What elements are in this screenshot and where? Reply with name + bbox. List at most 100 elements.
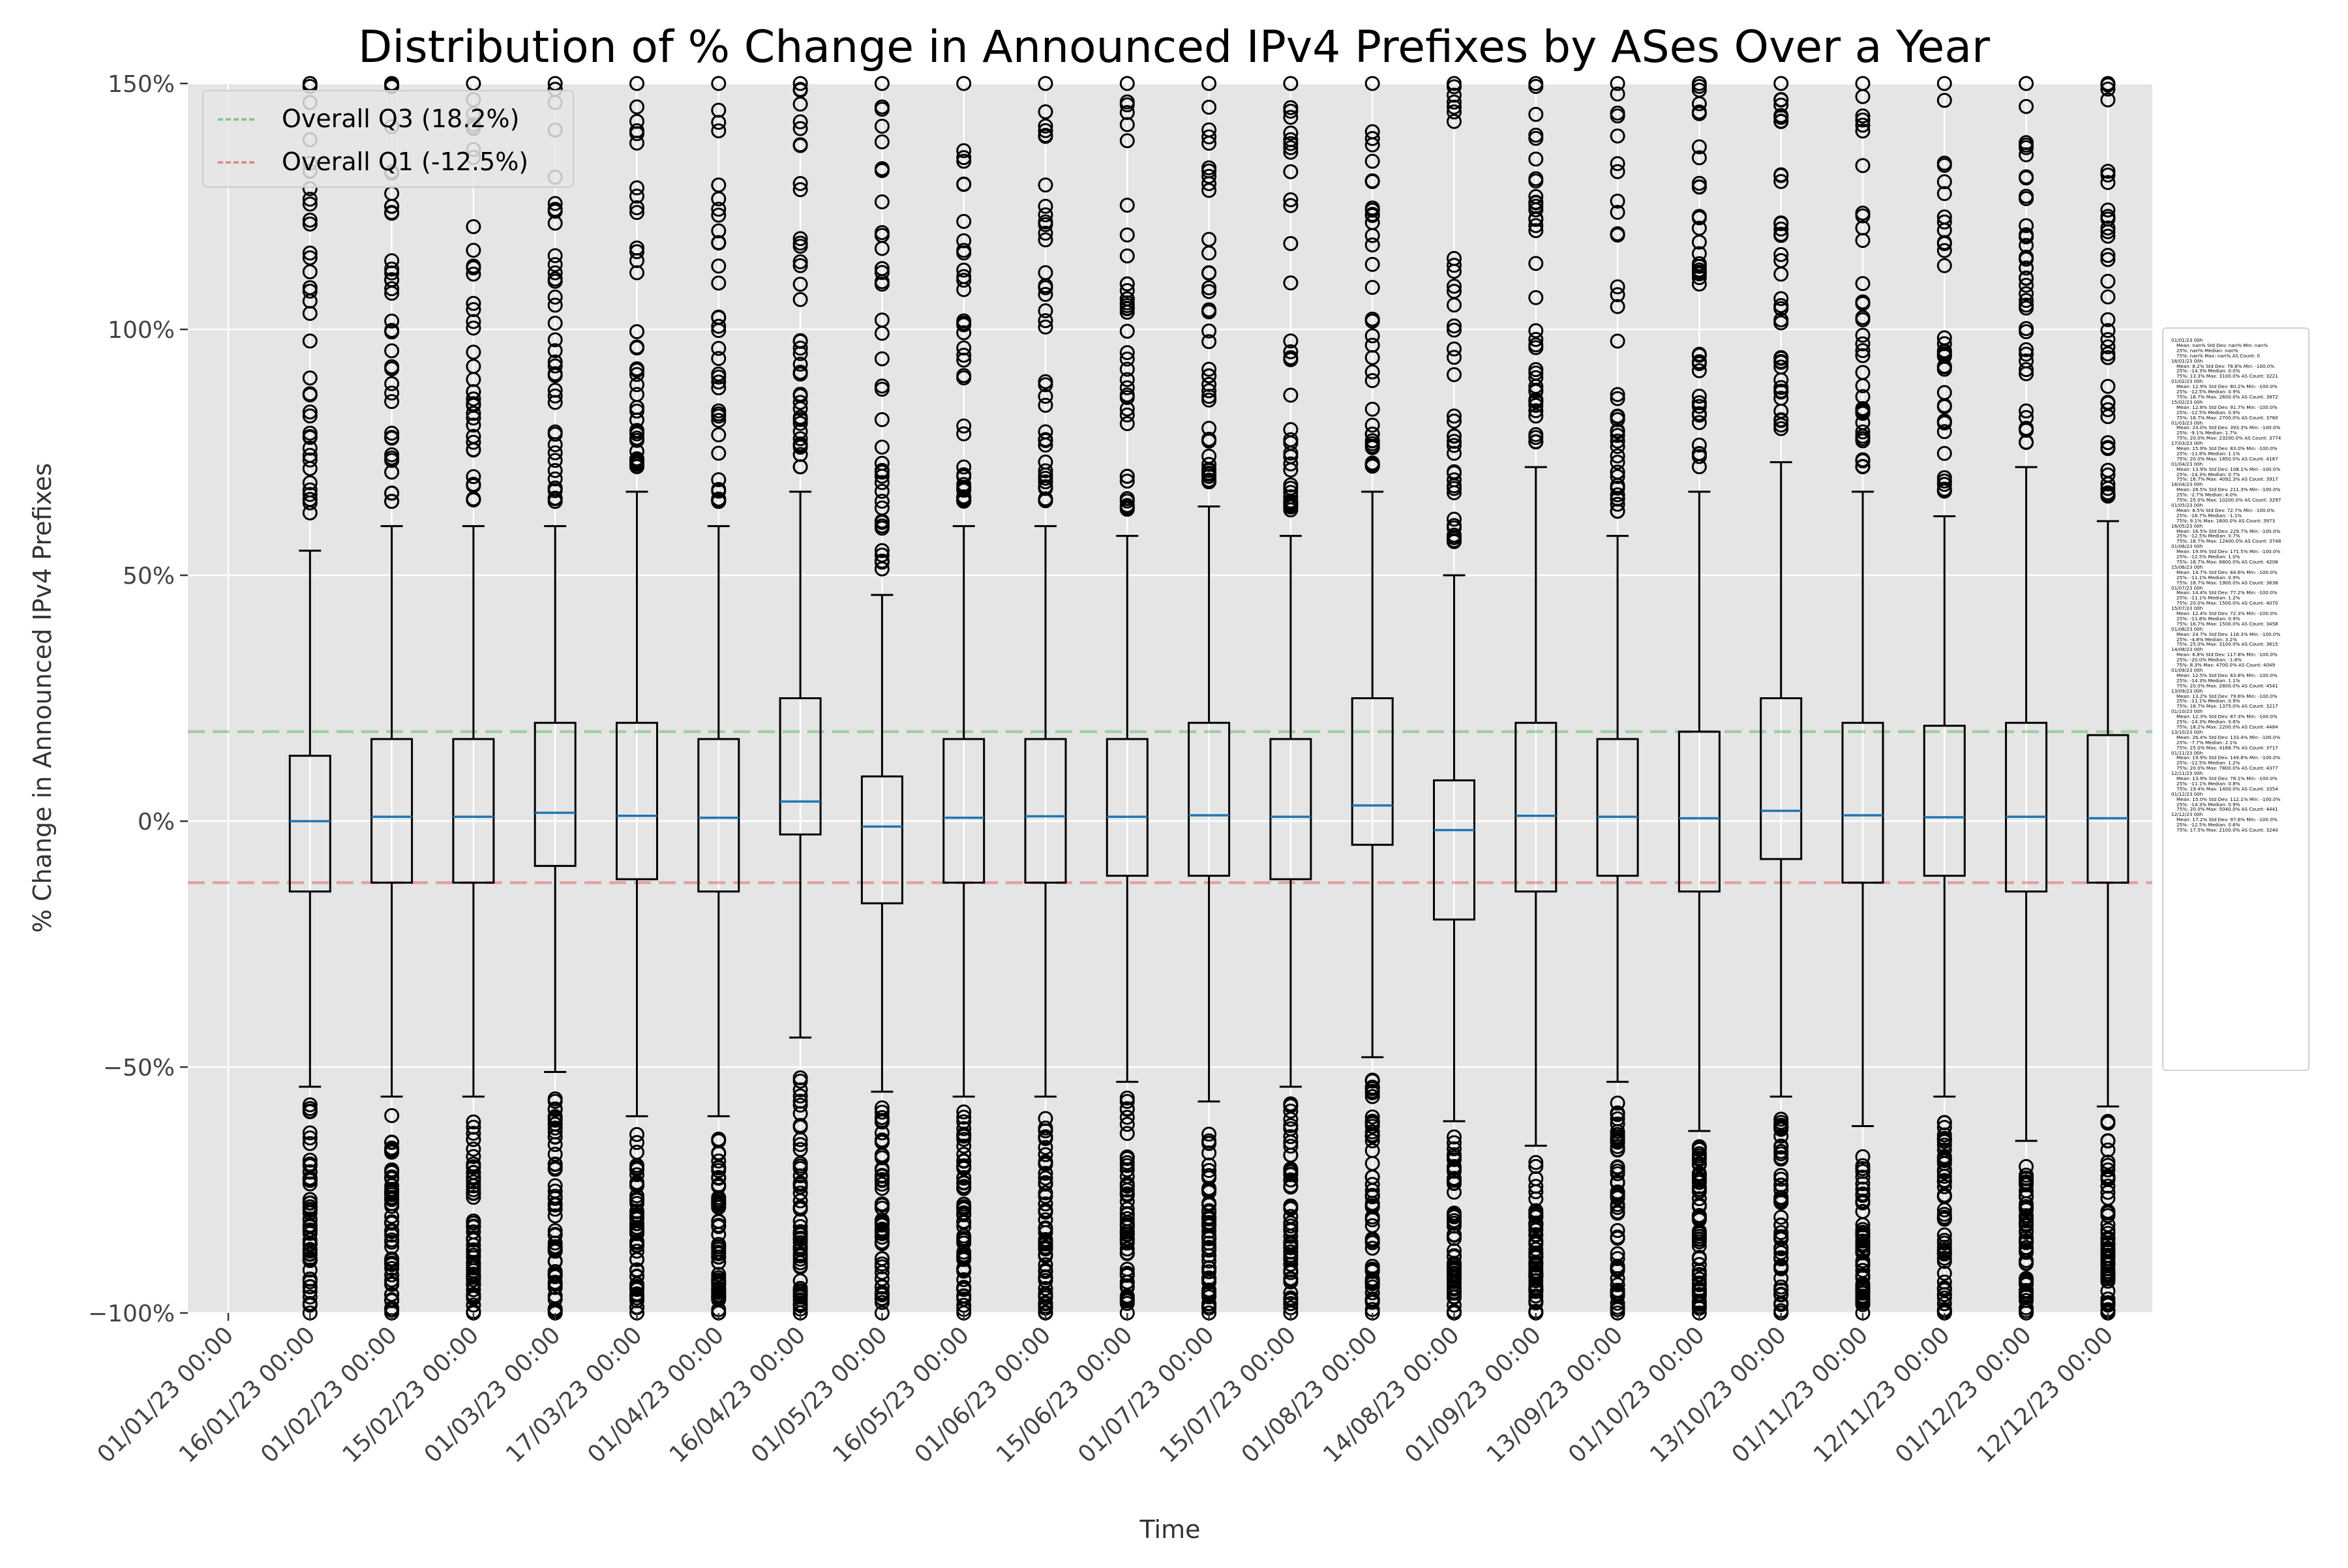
outlier-6-35 xyxy=(711,310,727,325)
stats-line-14-2: 75%: 25.0% Max: 3100.0% AS Count: 3615 xyxy=(2176,641,2278,648)
outlier-6-15 xyxy=(711,202,727,217)
outlier-23-11 xyxy=(2100,167,2116,183)
stats-line-6-2: 75%: 16.7% Max: 4092.3% AS Count: 3917 xyxy=(2176,476,2278,483)
outlier-20-21 xyxy=(1855,117,1871,133)
stats-line-16-0: Mean: 12.5% Std Dev: 83.8% Min: -100.0% xyxy=(2176,672,2278,678)
x-tick-label-19: 13/10/23 00:00 xyxy=(1645,1321,1792,1468)
outlier-1-68 xyxy=(302,1156,318,1172)
outlier-5-78 xyxy=(629,1145,644,1160)
outlier-19-93 xyxy=(1773,1279,1789,1295)
outlier-5-32 xyxy=(629,123,644,138)
outlier-2-74 xyxy=(384,1256,400,1271)
outlier-8-37 xyxy=(874,225,890,241)
outliers-16 xyxy=(1528,76,1544,1321)
outlier-11-86 xyxy=(1119,1186,1135,1201)
outlier-16-26 xyxy=(1528,218,1544,234)
y-tick-label-0: −100% xyxy=(88,1301,175,1327)
outlier-8-5 xyxy=(874,194,890,210)
outlier-20-37 xyxy=(1855,459,1871,474)
outlier-18-19 xyxy=(1691,276,1707,292)
outlier-15-68 xyxy=(1447,1129,1462,1145)
outlier-19-38 xyxy=(1773,76,1789,91)
stats-line-23-0: Mean: 17.2% Std Dev: 97.6% Min: -100.0% xyxy=(2176,817,2278,823)
outlier-15-32 xyxy=(1447,428,1462,444)
stats-line-19-2: 75%: 25.0% Max: 4166.7% AS Count: 3717 xyxy=(2176,744,2278,751)
outlier-3-33 xyxy=(466,406,481,421)
outlier-16-14 xyxy=(1528,408,1544,424)
stats-line-11-0: Mean: 14.7% Std Dev: 84.6% Min: -100.0% xyxy=(2176,569,2278,575)
outlier-16-90 xyxy=(1528,1206,1544,1222)
outlier-15-83 xyxy=(1447,1209,1462,1224)
outlier-13-59 xyxy=(1283,1172,1299,1188)
stats-date-22: 01/12/23 00h xyxy=(2171,791,2203,797)
outlier-12-67 xyxy=(1201,1145,1217,1161)
outlier-11-82 xyxy=(1119,1265,1135,1281)
outlier-12-93 xyxy=(1201,1210,1217,1226)
outlier-13-37 xyxy=(1283,489,1299,505)
stats-line-8-0: Mean: 8.5% Std Dev: 72.7% Min: -100.0% xyxy=(2176,507,2275,513)
outlier-4-14 xyxy=(547,202,563,217)
outlier-5-66 xyxy=(629,1237,644,1253)
outlier-10-33 xyxy=(1038,303,1053,318)
outlier-23-36 xyxy=(2100,486,2116,502)
outlier-14-35 xyxy=(1364,173,1380,189)
outlier-5-10 xyxy=(629,180,644,196)
box-12 xyxy=(1188,505,1231,1103)
outlier-12-81 xyxy=(1201,1163,1217,1179)
outlier-1-34 xyxy=(302,425,318,441)
outlier-1-91 xyxy=(302,1271,318,1287)
outlier-1-29 xyxy=(302,404,318,420)
stats-line-13-0: Mean: 12.4% Std Dev: 72.3% Min: -100.0% xyxy=(2176,611,2278,617)
stats-date-7: 16/04/23 00h xyxy=(2171,481,2203,488)
outlier-22-20 xyxy=(2019,321,2034,337)
outlier-13-10 xyxy=(1283,136,1299,151)
outlier-23-32 xyxy=(2100,346,2116,361)
outlier-16-12 xyxy=(1528,403,1544,419)
outlier-9-80 xyxy=(956,1231,972,1246)
outlier-12-36 xyxy=(1201,421,1217,436)
outlier-19-89 xyxy=(1773,1168,1789,1183)
outlier-9-32 xyxy=(956,340,972,356)
outlier-13-92 xyxy=(1283,1296,1299,1312)
outlier-14-67 xyxy=(1364,1133,1380,1149)
outlier-22-16 xyxy=(2019,249,2034,265)
stats-line-20-2: 75%: 20.0% Max: 7800.0% AS Count: 4377 xyxy=(2176,765,2278,772)
plot-background xyxy=(188,83,2152,1313)
outlier-9-7 xyxy=(956,214,972,230)
outlier-10-93 xyxy=(1038,1156,1053,1172)
outlier-17-24 xyxy=(1610,391,1625,406)
stats-line-21-2: 75%: 19.4% Max: 1400.0% AS Count: 3354 xyxy=(2176,785,2278,792)
outlier-15-70 xyxy=(1447,1184,1462,1200)
x-tick-label-9: 16/05/23 00:00 xyxy=(828,1321,974,1468)
outlier-14-86 xyxy=(1364,1212,1380,1228)
outlier-23-27 xyxy=(2100,224,2116,239)
outlier-18-55 xyxy=(1691,1191,1707,1207)
outlier-9-22 xyxy=(956,176,972,192)
y-tick-label-1: −50% xyxy=(103,1055,175,1081)
outlier-16-5 xyxy=(1528,195,1544,211)
outlier-6-6 xyxy=(711,427,727,443)
outlier-6-51 xyxy=(711,1218,727,1233)
outlier-21-35 xyxy=(1936,415,1952,430)
outlier-3-13 xyxy=(466,295,481,311)
outlier-2-17 xyxy=(384,453,400,468)
outlier-7-25 xyxy=(792,401,808,417)
outlier-1-35 xyxy=(302,370,318,386)
stats-line-15-1: 25%: -20.0% Median: -1.8% xyxy=(2176,657,2242,663)
outlier-4-89 xyxy=(547,1137,563,1153)
outlier-20-27 xyxy=(1855,378,1871,394)
outlier-7-88 xyxy=(792,1273,808,1289)
outlier-11-3 xyxy=(1119,227,1135,243)
y-axis-label: % Change in Announced IPv4 Prefixes xyxy=(28,463,57,933)
outlier-4-74 xyxy=(547,1091,563,1107)
outlier-10-38 xyxy=(1038,76,1053,91)
outlier-13-88 xyxy=(1283,1164,1299,1180)
iqr-box-15 xyxy=(1433,779,1475,921)
outlier-7-31 xyxy=(792,258,808,273)
outlier-20-68 xyxy=(1855,1176,1871,1192)
outlier-16-38 xyxy=(1528,76,1544,91)
outliers-22 xyxy=(2019,76,2034,1321)
outlier-14-28 xyxy=(1364,200,1380,216)
outlier-22-23 xyxy=(2019,218,2034,234)
outlier-20-9 xyxy=(1855,453,1871,469)
